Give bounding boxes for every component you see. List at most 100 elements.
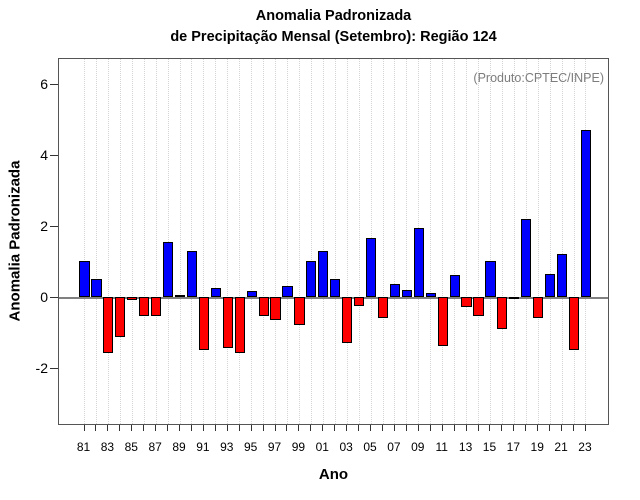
bar-97 bbox=[270, 296, 281, 320]
x-tick-label-17: 17 bbox=[506, 440, 520, 454]
x-tick-label-93: 93 bbox=[220, 440, 234, 454]
y-tick-label-2: 2 bbox=[40, 217, 48, 234]
bar-81 bbox=[79, 261, 90, 297]
gridline-87 bbox=[155, 59, 157, 424]
gridline-10 bbox=[430, 59, 432, 424]
x-tick-04 bbox=[358, 425, 360, 431]
x-tick-22 bbox=[573, 425, 575, 431]
gridline-94 bbox=[239, 59, 241, 424]
x-tick-21 bbox=[561, 425, 563, 431]
gridline-91 bbox=[203, 59, 205, 424]
plot-area: (Produto:CPTEC/INPE) bbox=[58, 58, 609, 425]
bar-14 bbox=[473, 296, 484, 317]
bar-18 bbox=[521, 218, 532, 297]
x-tick-18 bbox=[525, 425, 527, 431]
x-tick-85 bbox=[131, 425, 133, 431]
x-tick-09 bbox=[417, 425, 419, 431]
bar-94 bbox=[234, 296, 245, 354]
x-tick-86 bbox=[143, 425, 145, 431]
x-tick-84 bbox=[119, 425, 121, 431]
bar-86 bbox=[139, 296, 150, 317]
y-tick-4 bbox=[50, 155, 58, 157]
bar-96 bbox=[258, 296, 269, 317]
chart-title-line2: de Precipitação Mensal (Setembro): Regiã… bbox=[170, 29, 497, 45]
x-tick-05 bbox=[370, 425, 372, 431]
bar-04 bbox=[354, 296, 365, 306]
x-tick-label-97: 97 bbox=[267, 440, 282, 454]
chart-title: Anomalia Padronizada de Precipitação Men… bbox=[58, 6, 609, 48]
x-tick-13 bbox=[465, 425, 467, 431]
bar-06 bbox=[377, 296, 389, 318]
x-tick-96 bbox=[262, 425, 264, 431]
produto-annotation: (Produto:CPTEC/INPE) bbox=[473, 71, 604, 85]
x-tick-label-85: 85 bbox=[124, 440, 138, 454]
y-tick-label-6: 6 bbox=[40, 76, 48, 93]
chart-title-line1: Anomalia Padronizada bbox=[255, 8, 412, 24]
x-tick-82 bbox=[95, 425, 97, 431]
gridline-89 bbox=[179, 59, 181, 424]
bar-19 bbox=[533, 296, 544, 318]
bar-21 bbox=[557, 254, 568, 297]
x-tick-label-89: 89 bbox=[172, 440, 186, 454]
x-tick-91 bbox=[202, 425, 204, 431]
x-tick-00 bbox=[310, 425, 312, 431]
bar-12 bbox=[449, 275, 460, 297]
x-tick-81 bbox=[83, 425, 85, 431]
gridline-83 bbox=[107, 59, 109, 424]
x-tick-label-05: 05 bbox=[363, 440, 377, 454]
bar-20 bbox=[545, 273, 556, 297]
bar-11 bbox=[437, 296, 448, 347]
gridline-85 bbox=[131, 59, 133, 424]
bar-95 bbox=[246, 291, 257, 297]
gridline-84 bbox=[119, 59, 121, 424]
x-tick-label-03: 03 bbox=[339, 440, 353, 454]
bar-17 bbox=[509, 296, 520, 299]
gridline-13 bbox=[466, 59, 468, 424]
gridline-95 bbox=[251, 59, 253, 424]
gridline-21 bbox=[561, 59, 563, 424]
x-tick-06 bbox=[382, 425, 383, 431]
y-tick-6 bbox=[50, 84, 58, 86]
bar-98 bbox=[282, 286, 293, 297]
gridline-98 bbox=[286, 59, 288, 424]
gridline-82 bbox=[95, 59, 97, 424]
bar-03 bbox=[342, 296, 353, 343]
x-tick-15 bbox=[489, 425, 491, 431]
x-tick-08 bbox=[405, 425, 407, 431]
zero-line bbox=[59, 296, 608, 299]
gridline-93 bbox=[227, 59, 229, 424]
bar-01 bbox=[318, 250, 329, 297]
gridline-81 bbox=[84, 59, 85, 424]
x-tick-23 bbox=[584, 425, 586, 431]
y-tick-label-4: 4 bbox=[40, 147, 48, 164]
bar-90 bbox=[186, 250, 198, 297]
gridline-86 bbox=[143, 59, 145, 424]
x-tick-label-09: 09 bbox=[411, 440, 425, 454]
gridline-96 bbox=[263, 59, 265, 424]
bar-00 bbox=[306, 261, 317, 297]
gridline-97 bbox=[275, 59, 277, 424]
x-tick-95 bbox=[250, 425, 252, 431]
bar-16 bbox=[497, 296, 508, 329]
gridline-99 bbox=[298, 59, 300, 424]
gridline-00 bbox=[310, 59, 312, 424]
bar-89 bbox=[174, 294, 186, 297]
bar-92 bbox=[210, 287, 221, 297]
bar-84 bbox=[115, 296, 126, 338]
gridline-03 bbox=[346, 59, 348, 424]
bar-10 bbox=[425, 293, 436, 297]
y-tick--2 bbox=[50, 367, 58, 369]
bar-85 bbox=[127, 296, 138, 301]
x-tick-17 bbox=[513, 425, 515, 431]
bar-22 bbox=[568, 296, 580, 350]
x-tick-02 bbox=[334, 425, 336, 431]
x-tick-10 bbox=[429, 425, 431, 431]
bar-09 bbox=[413, 227, 424, 297]
gridline-22 bbox=[573, 59, 575, 424]
gridline-90 bbox=[191, 59, 193, 424]
gridline-06 bbox=[382, 59, 384, 424]
bar-15 bbox=[485, 261, 496, 297]
gridline-17 bbox=[513, 59, 515, 424]
x-tick-label-01: 01 bbox=[315, 440, 329, 454]
